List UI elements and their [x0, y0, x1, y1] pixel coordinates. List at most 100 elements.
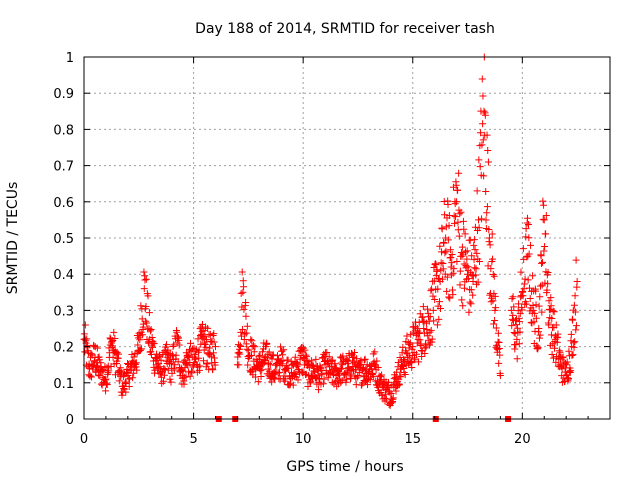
- data-point: [141, 276, 149, 284]
- data-point: [125, 383, 133, 391]
- data-point: [243, 322, 251, 330]
- data-point: [434, 285, 442, 293]
- data-point: [494, 329, 502, 337]
- data-point: [126, 375, 134, 383]
- data-point: [194, 348, 202, 356]
- data-point: [392, 387, 400, 395]
- data-point: [420, 325, 428, 332]
- data-point: [99, 366, 107, 374]
- data-point: [495, 359, 503, 367]
- y-axis-label: SRMTID / TECUs: [5, 182, 21, 295]
- data-point: [302, 370, 310, 378]
- x-tick-label: 15: [404, 432, 421, 447]
- data-point: [101, 376, 109, 384]
- data-point: [166, 360, 174, 368]
- data-point: [341, 369, 349, 377]
- data-point: [122, 379, 130, 387]
- data-point: [437, 259, 445, 267]
- data-point: [195, 354, 203, 362]
- data-point: [555, 347, 563, 355]
- data-point: [405, 352, 413, 360]
- data-point: [423, 305, 431, 313]
- data-point: [242, 298, 250, 306]
- data-point: [172, 351, 180, 359]
- data-point: [507, 306, 515, 314]
- data-point: [479, 136, 487, 144]
- data-point: [331, 360, 339, 368]
- data-point: [182, 373, 190, 381]
- chart-title: Day 188 of 2014, SRMTID for receiver tas…: [195, 21, 495, 37]
- data-point: [103, 381, 111, 389]
- data-point: [339, 361, 347, 369]
- data-point: [516, 310, 524, 318]
- data-point: [397, 373, 405, 381]
- data-point: [494, 345, 502, 353]
- data-point: [524, 276, 532, 284]
- data-point: [145, 309, 153, 317]
- data-point: [539, 215, 547, 223]
- data-point: [510, 303, 518, 311]
- data-point: [113, 360, 121, 368]
- data-point: [338, 354, 346, 362]
- data-point: [525, 234, 533, 242]
- data-point: [263, 340, 271, 348]
- data-point: [459, 217, 467, 225]
- data-point: [540, 247, 548, 255]
- data-point: [124, 368, 132, 376]
- data-point: [482, 188, 490, 196]
- data-point: [244, 361, 252, 369]
- data-point: [293, 360, 301, 368]
- data-point: [207, 353, 215, 361]
- data-point: [547, 331, 555, 339]
- data-point: [403, 332, 411, 340]
- data-point: [342, 378, 350, 386]
- data-point: [565, 375, 573, 383]
- data-point: [269, 351, 277, 359]
- data-point: [144, 292, 152, 300]
- data-point: [237, 289, 245, 297]
- data-point: [542, 212, 550, 220]
- data-point: [166, 375, 174, 383]
- data-point: [508, 295, 516, 303]
- data-point: [461, 230, 469, 238]
- data-point: [211, 361, 219, 369]
- data-point: [242, 340, 250, 348]
- data-point: [459, 302, 467, 310]
- data-point: [344, 357, 352, 365]
- data-point: [418, 313, 426, 321]
- data-point: [438, 225, 446, 233]
- y-tick-label: 0.6: [53, 196, 74, 211]
- data-point: [296, 355, 304, 363]
- data-point: [236, 350, 244, 358]
- data-point: [137, 302, 145, 310]
- data-point: [284, 356, 292, 364]
- data-point: [81, 348, 89, 356]
- data-point: [449, 269, 457, 277]
- x-tick-label: 0: [80, 432, 88, 447]
- data-point: [411, 356, 419, 364]
- data-point: [540, 201, 548, 209]
- data-point: [475, 216, 482, 224]
- data-point: [304, 382, 312, 390]
- data-point: [464, 270, 472, 278]
- data-point: [150, 340, 158, 348]
- data-point: [202, 343, 210, 351]
- data-point: [447, 271, 455, 279]
- data-point: [466, 298, 474, 306]
- data-point: [278, 360, 286, 368]
- data-point: [547, 302, 555, 310]
- data-point: [307, 357, 315, 365]
- data-point: [571, 308, 579, 316]
- data-point: [171, 361, 179, 369]
- data-point: [406, 359, 414, 367]
- data-point: [534, 343, 542, 351]
- data-point: [121, 370, 129, 378]
- data-point: [448, 259, 456, 267]
- data-point: [558, 365, 566, 373]
- data-point: [465, 308, 473, 316]
- data-point: [487, 265, 495, 273]
- data-point: [467, 300, 475, 308]
- data-point: [210, 338, 218, 346]
- data-point: [457, 208, 465, 216]
- data-point: [427, 326, 435, 334]
